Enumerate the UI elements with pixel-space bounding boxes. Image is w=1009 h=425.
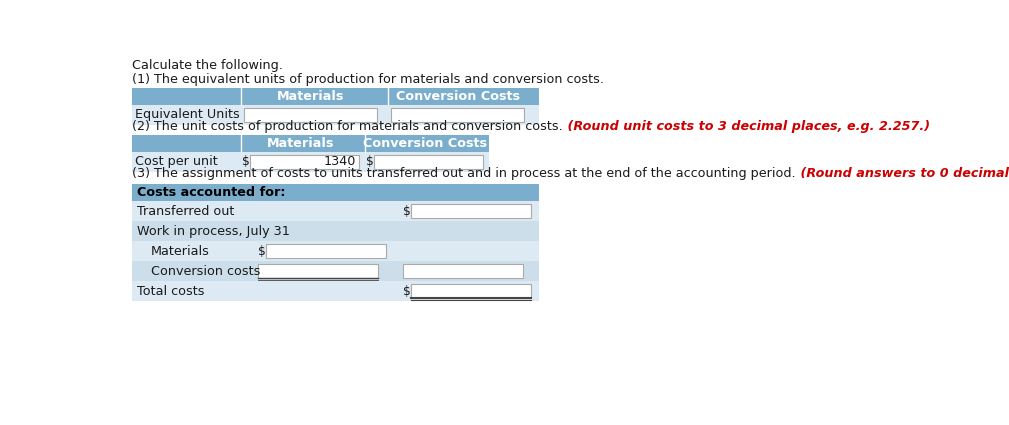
FancyBboxPatch shape xyxy=(132,281,539,301)
Text: $: $ xyxy=(242,156,250,168)
Text: Conversion Costs: Conversion Costs xyxy=(396,90,520,103)
FancyBboxPatch shape xyxy=(132,184,539,201)
Text: Materials: Materials xyxy=(267,137,335,150)
FancyBboxPatch shape xyxy=(132,135,488,152)
FancyBboxPatch shape xyxy=(132,152,488,172)
FancyBboxPatch shape xyxy=(265,244,385,258)
Text: Equivalent Units: Equivalent Units xyxy=(135,108,240,122)
FancyBboxPatch shape xyxy=(132,221,539,241)
Text: (1) The equivalent units of production for materials and conversion costs.: (1) The equivalent units of production f… xyxy=(132,73,604,85)
FancyBboxPatch shape xyxy=(411,204,531,218)
Text: Total costs: Total costs xyxy=(137,285,205,298)
Text: (3) The assignment of costs to units transferred out and in process at the end o: (3) The assignment of costs to units tra… xyxy=(132,167,796,180)
FancyBboxPatch shape xyxy=(132,201,539,221)
Text: Conversion costs: Conversion costs xyxy=(151,265,260,278)
Text: Cost per unit: Cost per unit xyxy=(135,156,218,168)
Text: $: $ xyxy=(258,245,265,258)
FancyBboxPatch shape xyxy=(132,88,539,105)
Text: (Round answers to 0 decimal places, e.g. 2,250.): (Round answers to 0 decimal places, e.g.… xyxy=(796,167,1009,180)
FancyBboxPatch shape xyxy=(250,155,359,169)
Text: Costs accounted for:: Costs accounted for: xyxy=(137,186,286,199)
Text: $: $ xyxy=(403,205,411,218)
Text: (Round unit costs to 3 decimal places, e.g. 2.257.): (Round unit costs to 3 decimal places, e… xyxy=(563,119,930,133)
Text: Work in process, July 31: Work in process, July 31 xyxy=(137,225,290,238)
FancyBboxPatch shape xyxy=(132,261,539,281)
Text: $: $ xyxy=(366,156,374,168)
FancyBboxPatch shape xyxy=(391,108,525,122)
Text: 1340: 1340 xyxy=(323,156,355,168)
Text: Transferred out: Transferred out xyxy=(137,205,234,218)
FancyBboxPatch shape xyxy=(374,155,483,169)
Text: (2) The unit costs of production for materials and conversion costs.: (2) The unit costs of production for mat… xyxy=(132,119,563,133)
Text: Materials: Materials xyxy=(276,90,344,103)
FancyBboxPatch shape xyxy=(244,108,377,122)
FancyBboxPatch shape xyxy=(258,264,378,278)
Text: Conversion Costs: Conversion Costs xyxy=(363,137,487,150)
FancyBboxPatch shape xyxy=(411,284,531,298)
Text: Materials: Materials xyxy=(151,245,210,258)
FancyBboxPatch shape xyxy=(132,105,539,125)
FancyBboxPatch shape xyxy=(132,241,539,261)
FancyBboxPatch shape xyxy=(403,264,523,278)
Text: Calculate the following.: Calculate the following. xyxy=(132,59,284,72)
Text: $: $ xyxy=(403,285,411,298)
